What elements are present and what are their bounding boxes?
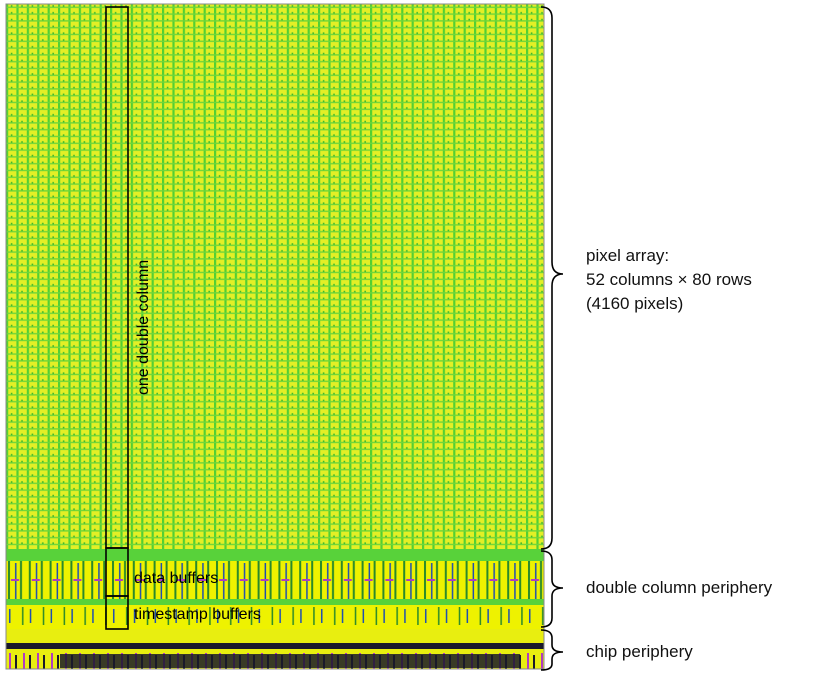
chip-periphery-dark-band bbox=[60, 654, 520, 668]
pixel-array-label-line1: pixel array: bbox=[586, 246, 670, 265]
chip-periphery-brace bbox=[540, 629, 564, 671]
double-column-periphery-label: double column periphery bbox=[586, 578, 773, 597]
double-column-periphery-brace bbox=[540, 550, 564, 628]
chip-periphery-label: chip periphery bbox=[586, 642, 693, 661]
pixel-array-label-line3: (4160 pixels) bbox=[586, 294, 684, 313]
pixel-array-region bbox=[6, 4, 544, 549]
pixel-array-label-line2: 52 columns × 80 rows bbox=[586, 270, 752, 289]
chip-outline bbox=[5, 3, 545, 670]
data-buffers-label: data buffers bbox=[134, 570, 219, 587]
one-double-column-label: one double column bbox=[135, 259, 152, 395]
pixel-array-brace bbox=[540, 6, 564, 550]
timestamp-buffers-box bbox=[105, 595, 129, 630]
timestamp-buffers-label: timestamp buffers bbox=[134, 606, 261, 623]
double-column-periphery-region bbox=[6, 549, 544, 629]
